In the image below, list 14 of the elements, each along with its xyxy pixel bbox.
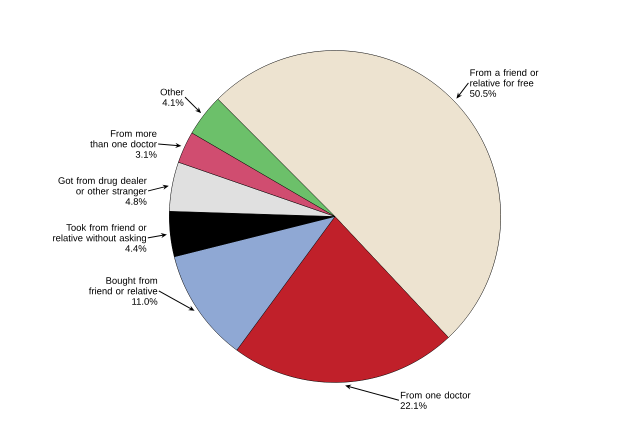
data-label: 4.8% [126,198,147,205]
data-label: 4.1% [162,99,184,106]
data-label: 22.1% [400,402,427,409]
data-label: 50.5% [470,90,496,97]
slice-label: From one doctor [400,392,470,398]
data-label: 11.0% [132,298,158,305]
data-label: 3.1% [136,151,157,158]
slice-label: From more than one doctor [90,130,157,148]
data-label: 4.4% [125,245,146,252]
slice-label: Other [160,88,184,96]
slice-label: Got from drug dealer or other stranger [58,177,147,196]
slice-label: Bought from friend or relative [88,276,158,294]
legend-label: Took from friend or relative without asking [53,224,146,244]
slice-label: From a friend or relative for free [470,69,538,86]
